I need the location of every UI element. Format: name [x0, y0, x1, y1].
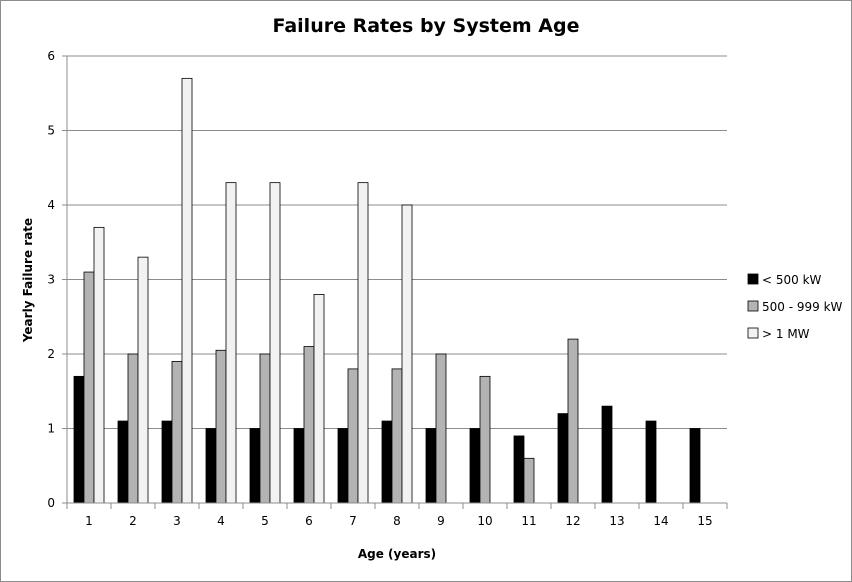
- legend-item: 500 - 999 kW: [747, 300, 843, 314]
- x-tick-label: 2: [129, 514, 137, 528]
- x-tick-label: 14: [653, 514, 668, 528]
- bar: [117, 420, 129, 504]
- legend-label: 500 - 999 kW: [762, 300, 843, 314]
- legend-label: < 500 kW: [762, 273, 822, 287]
- bar: [127, 353, 139, 504]
- x-tick-label: 4: [217, 514, 225, 528]
- bar: [83, 271, 95, 504]
- bar: [347, 368, 359, 504]
- bar: [391, 368, 403, 504]
- bar: [161, 420, 173, 504]
- bars: [73, 77, 701, 504]
- legend-swatch: [747, 273, 759, 285]
- y-tick-label: 0: [47, 496, 55, 510]
- y-tick-label: 4: [47, 198, 55, 212]
- x-axis-title: Age (years): [358, 547, 436, 561]
- bar: [93, 226, 105, 504]
- bar: [513, 435, 525, 504]
- bar: [225, 182, 237, 504]
- bar: [469, 428, 481, 504]
- bar: [557, 413, 569, 504]
- bar: [259, 353, 271, 504]
- x-tick-label: 8: [393, 514, 401, 528]
- bar: [73, 375, 85, 504]
- legend-swatch: [747, 327, 759, 339]
- bar: [401, 204, 413, 504]
- x-tick-label: 9: [437, 514, 445, 528]
- x-tick-label: 5: [261, 514, 269, 528]
- bar: [567, 338, 579, 504]
- legend-label: > 1 MW: [762, 327, 810, 341]
- x-tick-label: 3: [173, 514, 181, 528]
- bar: [645, 420, 657, 504]
- y-tick-label: 3: [47, 273, 55, 287]
- legend: < 500 kW 500 - 999 kW > 1 MW: [747, 273, 843, 341]
- bar: [337, 428, 349, 504]
- y-axis-title: Yearly Failure rate: [21, 218, 35, 343]
- bar: [601, 405, 613, 504]
- chart-title: Failure Rates by System Age: [272, 15, 579, 37]
- x-tick-labels: 1 2 3 4 5 6 7 8 9 10 11 12 13 14 15: [85, 514, 712, 528]
- bar: [435, 353, 447, 504]
- y-tick-label: 1: [47, 422, 55, 436]
- bar: [215, 349, 227, 504]
- x-tick-label: 1: [85, 514, 93, 528]
- legend-swatch: [747, 300, 759, 312]
- bar: [269, 182, 281, 504]
- x-tick-label: 7: [349, 514, 357, 528]
- bar: [181, 77, 193, 504]
- bar: [479, 375, 491, 504]
- y-tick-label: 6: [47, 49, 55, 63]
- bar: [303, 346, 315, 504]
- y-tick-labels: 0 1 2 3 4 5 6: [47, 49, 55, 510]
- bar: [425, 428, 437, 504]
- bar: [381, 420, 393, 504]
- legend-item: < 500 kW: [747, 273, 822, 287]
- axes: [62, 55, 728, 509]
- bar: [205, 428, 217, 504]
- x-tick-label: 10: [477, 514, 492, 528]
- x-tick-label: 15: [697, 514, 712, 528]
- bar: [357, 182, 369, 504]
- bar: [171, 361, 183, 504]
- bar: [249, 428, 261, 504]
- bar: [293, 428, 305, 504]
- y-tick-label: 2: [47, 347, 55, 361]
- x-tick-label: 12: [565, 514, 580, 528]
- legend-item: > 1 MW: [747, 327, 810, 341]
- bar: [313, 293, 325, 504]
- bar: [689, 428, 701, 504]
- x-tick-label: 11: [521, 514, 536, 528]
- x-tick-label: 6: [305, 514, 313, 528]
- bar: [523, 457, 535, 504]
- y-tick-label: 5: [47, 124, 55, 138]
- bar: [137, 256, 149, 504]
- x-tick-label: 13: [609, 514, 624, 528]
